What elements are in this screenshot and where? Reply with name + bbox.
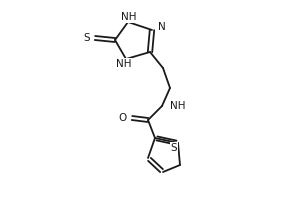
Text: O: O	[119, 113, 127, 123]
Text: S: S	[83, 33, 90, 43]
Text: NH: NH	[116, 59, 132, 69]
Text: NH: NH	[121, 12, 137, 22]
Text: S: S	[171, 143, 177, 153]
Text: N: N	[158, 22, 166, 32]
Text: NH: NH	[170, 101, 185, 111]
